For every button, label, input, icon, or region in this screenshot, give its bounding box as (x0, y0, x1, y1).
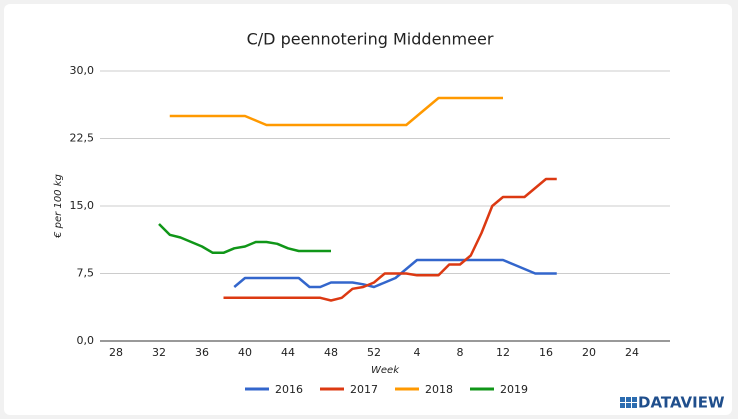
x-tick-label: 16 (539, 346, 553, 359)
legend-label: 2017 (350, 383, 378, 396)
line (169, 96, 503, 127)
x-axis-label: Week (371, 365, 400, 376)
y-tick-label: 30,0 (70, 64, 95, 77)
x-tick-label: 32 (152, 346, 166, 359)
x-tick-label: 40 (238, 346, 252, 359)
x-tick-label: 4 (414, 346, 421, 359)
y-tick-label: 15,0 (70, 199, 95, 212)
x-tick-label: 20 (582, 346, 596, 359)
x-tick-label: 12 (496, 346, 510, 359)
line (158, 223, 331, 255)
x-tick-label: 28 (109, 346, 123, 359)
y-tick-label: 0,0 (77, 334, 95, 347)
y-axis-label: € per 100 kg (53, 174, 64, 239)
line (223, 177, 557, 302)
x-tick-label: 8 (457, 346, 464, 359)
legend-label: 2018 (425, 383, 453, 396)
x-tick-label: 44 (281, 346, 295, 359)
line (233, 258, 557, 289)
x-tick-label: 24 (625, 346, 639, 359)
x-tick-label: 52 (367, 346, 381, 359)
card (4, 4, 732, 415)
x-tick-label: 36 (195, 346, 209, 359)
logo-text: DATAVIEW (638, 394, 725, 412)
y-tick-label: 22,5 (70, 132, 95, 145)
x-tick-label: 48 (324, 346, 338, 359)
chart-title: C/D peennotering Middenmeer (247, 30, 494, 49)
legend-label: 2016 (275, 383, 303, 396)
legend-label: 2019 (500, 383, 528, 396)
y-tick-label: 7,5 (77, 267, 95, 280)
logo: DATAVIEW (620, 394, 725, 412)
